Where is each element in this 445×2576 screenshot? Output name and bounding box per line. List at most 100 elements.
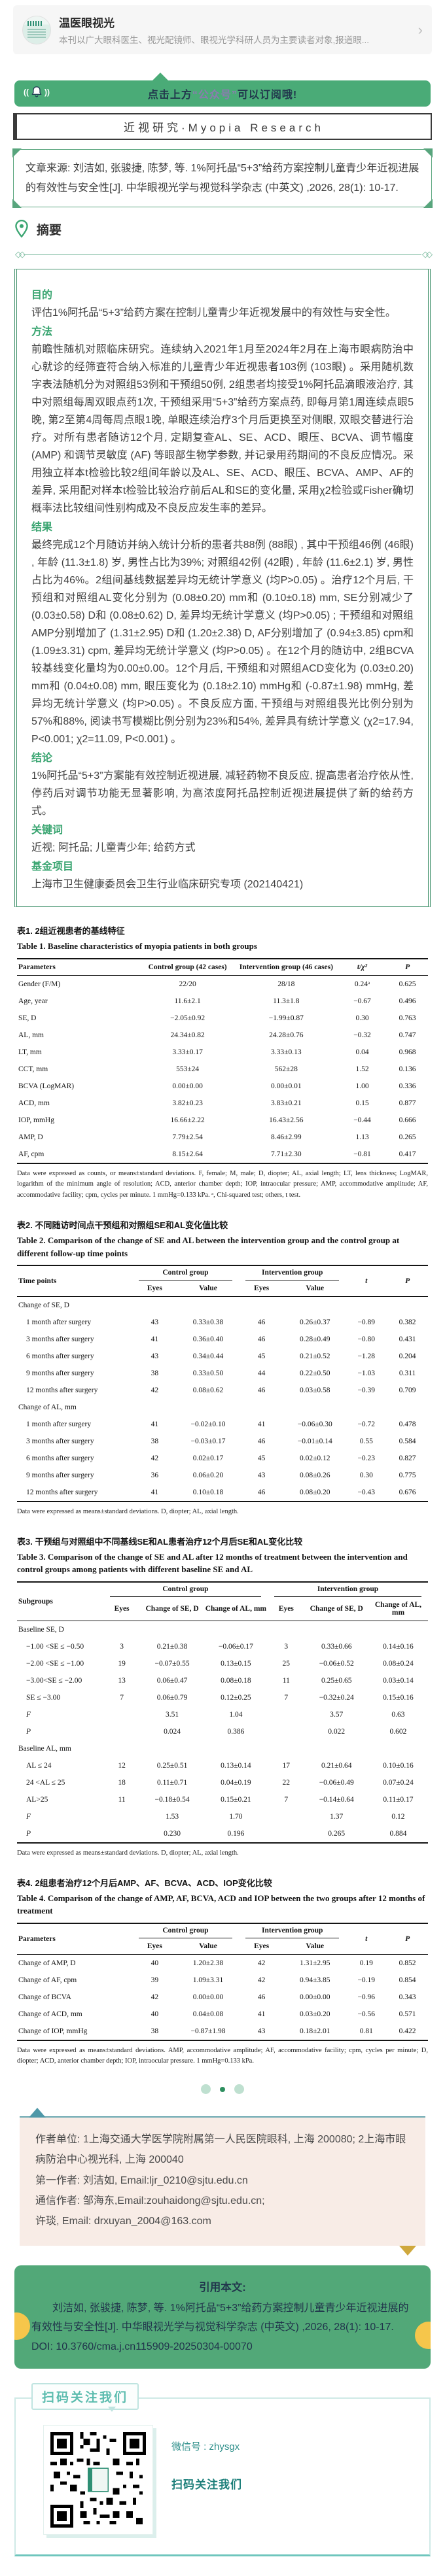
table-cell: 42 bbox=[257, 1959, 266, 1967]
table-cell: 0.884 bbox=[389, 1829, 407, 1838]
dot-decoration bbox=[220, 2086, 225, 2092]
author-info-box: 作者单位: 1上海交通大学医学院附属第一人民医院眼科, 上海 200080; 2… bbox=[20, 2108, 425, 2256]
table-cell: 1.00 bbox=[355, 1082, 369, 1090]
table-row: F 3.51 1.04 3.57 0.63 bbox=[17, 1706, 428, 1723]
table-row: −3.00<SE ≤ −2.00 13 0.06±0.47 0.08±0.18 11 0.… bbox=[17, 1672, 428, 1689]
table-cell: Baseline SE, D bbox=[18, 1625, 64, 1634]
table-cell: −0.02±0.10 bbox=[190, 1420, 226, 1429]
column-group-header: Control group bbox=[132, 1265, 239, 1281]
table-cell: 45 bbox=[257, 1454, 266, 1463]
table-cell: 0.21±0.38 bbox=[156, 1642, 188, 1651]
table-cell: −0.06±0.52 bbox=[319, 1659, 354, 1668]
table-cell: 0.26±0.37 bbox=[299, 1318, 330, 1327]
table1-footnote: Data were expressed as counts, or means±… bbox=[17, 1169, 428, 1199]
table-cell: 38 bbox=[151, 2027, 159, 2035]
circle-decoration-left bbox=[14, 2312, 30, 2341]
chevron-right-icon[interactable]: › bbox=[418, 21, 423, 38]
column-header: Eyes bbox=[239, 1280, 285, 1297]
table-cell: 1.13 bbox=[355, 1133, 369, 1141]
table-cell: 43 bbox=[151, 1352, 159, 1361]
table-row: Age, year 11.6±2.1 11.3±1.8 −0.67 0.496 bbox=[17, 993, 428, 1010]
table-row: Change of ACD, mm 40 0.04±0.08 41 0.03±0.20 −… bbox=[17, 2006, 428, 2023]
table-cell: F bbox=[26, 1710, 31, 1719]
banner-highlight: “公众号” bbox=[192, 90, 238, 101]
column-header: P bbox=[387, 1923, 428, 1955]
table-cell: SE, D bbox=[18, 1014, 37, 1022]
column-header: P bbox=[387, 958, 428, 976]
banner-suffix: 可以订阅哦! bbox=[237, 90, 298, 101]
table-header-row: Parameters Control group Intervention gr… bbox=[17, 1923, 428, 1955]
table-cell: P bbox=[26, 1727, 31, 1736]
table-cell: 0.584 bbox=[399, 1437, 416, 1446]
table-cell: 0.196 bbox=[227, 1829, 245, 1838]
abstract-section-heading: 目的 bbox=[31, 290, 53, 301]
account-card[interactable]: 温医眼视光 本刊以广大眼科医生、视光配镜师、眼视光学科研人员为主要读者对象,报道… bbox=[13, 5, 432, 54]
table-cell: 0.19 bbox=[359, 1959, 373, 1967]
abstract-section-text: 上海市卫生健康委员会卫生行业临床研究专项 (202140421) bbox=[31, 879, 304, 891]
table-cell: 0.00±0.00 bbox=[299, 1993, 330, 2001]
table-cell: AMP, D bbox=[18, 1133, 43, 1141]
table-row: 1 month after surgery 41 −0.02±0.10 41 −0.06… bbox=[17, 1416, 428, 1433]
subscribe-banner[interactable]: (()) 点击上方“公众号”可以订阅哦! bbox=[14, 80, 431, 107]
table-cell bbox=[103, 1706, 141, 1723]
table-cell: −0.32 bbox=[353, 1031, 371, 1039]
table-cell: Baseline AL, mm bbox=[18, 1744, 71, 1753]
table3-caption-en: Table 3. Comparison of the change of SE … bbox=[17, 1551, 408, 1575]
table-cell: 0.968 bbox=[399, 1048, 416, 1056]
table-cell: 0.81 bbox=[359, 2027, 373, 2035]
table-cell: −0.01±0.14 bbox=[297, 1437, 332, 1446]
diamond-decoration-right: ◇◇ bbox=[422, 249, 433, 260]
table3: Subgroups Control group Intervention gro… bbox=[17, 1581, 428, 1844]
table-cell: 0.04 bbox=[355, 1048, 369, 1056]
table-cell: Change of IOP, mmHg bbox=[18, 2027, 88, 2035]
corner-decoration bbox=[12, 148, 22, 158]
table-row: 3 months after surgery 41 0.36±0.40 46 0.28±… bbox=[17, 1331, 428, 1348]
table-cell: 0.15±0.21 bbox=[221, 1795, 251, 1804]
table-row: Change of AF, cpm 39 1.09±3.31 42 0.94±3.85 −… bbox=[17, 1972, 428, 1989]
table3-caption-zh: 表3. 干预组与对照组中不同基线SE和AL患者治疗12个月后SE和AL变化比较 bbox=[17, 1536, 303, 1547]
table-cell: −0.89 bbox=[357, 1318, 376, 1327]
table4-block: 表4. 2组患者治疗12个月后AMP、AF、BCVA、ACD、IOP变化比较 T… bbox=[17, 1876, 428, 2068]
table-cell: 8.46±2.99 bbox=[271, 1133, 302, 1141]
table-cell: 0.478 bbox=[399, 1420, 416, 1429]
table-cell: −0.19 bbox=[357, 1976, 376, 1984]
table-row: P 0.230 0.196 0.265 0.884 bbox=[17, 1825, 428, 1843]
table-cell: 0.08±0.20 bbox=[299, 1488, 330, 1497]
column-header: t/χ² bbox=[337, 958, 387, 976]
table-cell: 0.382 bbox=[399, 1318, 416, 1327]
table-cell: −1.00 <SE ≤ −0.50 bbox=[26, 1642, 84, 1651]
table-cell: 0.496 bbox=[399, 997, 416, 1005]
table-header-row: Time points Control group Intervention g… bbox=[17, 1265, 428, 1297]
location-pin-icon bbox=[15, 220, 28, 238]
table-row: −2.00 <SE ≤ −1.00 19 −0.07±0.55 0.13±0.15 25… bbox=[17, 1655, 428, 1672]
table-cell: 0.34±0.44 bbox=[192, 1352, 224, 1361]
table-cell: 0.877 bbox=[399, 1099, 416, 1107]
account-name: 温医眼视光 bbox=[59, 17, 115, 29]
table-cell: 9 months after surgery bbox=[26, 1471, 94, 1480]
qr-follow-section: 扫码关注我们 bbox=[14, 2382, 431, 2556]
table-cell: AL>25 bbox=[26, 1795, 48, 1804]
table-cell: 12 bbox=[118, 1761, 126, 1770]
table-cell: 0.602 bbox=[389, 1727, 407, 1736]
table-cell: 0.265 bbox=[328, 1829, 346, 1838]
table-cell: 0.00±0.00 bbox=[172, 1082, 203, 1090]
column-header: Change of SE, D bbox=[140, 1596, 204, 1621]
table-cell: 45 bbox=[257, 1352, 266, 1361]
circle-decoration-right bbox=[415, 2322, 431, 2350]
table-cell: −0.23 bbox=[357, 1454, 376, 1463]
table2-footnote: Data were expressed as means±standard de… bbox=[17, 1508, 239, 1516]
table-cell: −0.87±1.98 bbox=[190, 2027, 226, 2035]
table-cell: −0.39 bbox=[357, 1386, 376, 1395]
table-cell: SE ≤ −3.00 bbox=[26, 1693, 61, 1702]
table-cell: 0.08±0.18 bbox=[221, 1676, 251, 1685]
table-cell: 553±24 bbox=[176, 1065, 200, 1073]
table-row: 12 months after surgery 41 0.10±0.18 46 0.08… bbox=[17, 1484, 428, 1502]
corner-decoration bbox=[12, 199, 22, 209]
table-cell: 41 bbox=[257, 2010, 266, 2018]
table-cell: 41 bbox=[151, 1488, 159, 1497]
table-cell: IOP, mmHg bbox=[18, 1116, 54, 1124]
table-row: 24 <AL ≤ 25 18 0.11±0.71 0.04±0.19 22 −0.06±0… bbox=[17, 1774, 428, 1791]
table-cell: 0.12 bbox=[391, 1812, 405, 1821]
column-header: Value bbox=[284, 1280, 346, 1297]
table-cell: 1.09±3.31 bbox=[192, 1976, 224, 1984]
